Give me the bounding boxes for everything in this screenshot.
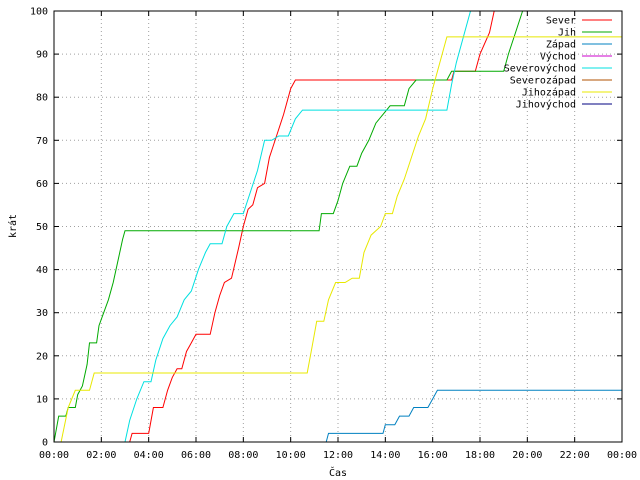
- y-tick-label: 0: [42, 438, 48, 449]
- y-axis-ticks: 0 10 20 30 40 50 60 70 80 90 100: [30, 7, 622, 449]
- legend-label: Sever: [546, 16, 576, 27]
- y-axis-label: krát: [7, 214, 19, 238]
- x-tick-label: 08:00: [228, 450, 258, 461]
- legend-label: Východ: [540, 51, 576, 63]
- legend-label: Severovýchod: [504, 63, 576, 75]
- x-tick-label: 16:00: [418, 450, 448, 461]
- y-tick-label: 50: [36, 222, 48, 233]
- x-tick-label: 06:00: [181, 450, 211, 461]
- x-tick-label: 02:00: [86, 450, 116, 461]
- series-lines: [54, 11, 622, 442]
- y-tick-label: 60: [36, 179, 48, 190]
- x-tick-label: 14:00: [370, 450, 400, 461]
- legend-label: Jih: [558, 28, 576, 39]
- y-tick-label: 80: [36, 93, 48, 104]
- y-tick-label: 30: [36, 308, 48, 319]
- legend-label: Severozápad: [510, 75, 576, 87]
- series-line-jihozapad: [60, 36, 622, 442]
- x-tick-label: 00:00: [39, 450, 69, 461]
- legend-label: Jihovýchod: [516, 99, 576, 111]
- series-line-sever: [129, 11, 495, 442]
- y-tick-label: 70: [36, 136, 48, 147]
- x-tick-label: 12:00: [323, 450, 353, 461]
- x-tick-label: 10:00: [276, 450, 306, 461]
- x-axis-label: Čas: [329, 466, 347, 479]
- series-line-jih: [54, 11, 524, 442]
- x-tick-label: 20:00: [512, 450, 542, 461]
- legend-label: Jihozápad: [522, 87, 576, 99]
- x-tick-label: 04:00: [134, 450, 164, 461]
- y-tick-label: 10: [36, 394, 48, 405]
- x-tick-label: 00:00: [607, 450, 637, 461]
- x-axis-ticks: 00:00 02:00 04:00 06:00 08:00 10:00 12:00 14:00…: [39, 11, 637, 461]
- y-tick-label: 20: [36, 351, 48, 362]
- y-tick-label: 90: [36, 50, 48, 61]
- series-line-severovychod: [124, 11, 471, 442]
- x-tick-label: 18:00: [465, 450, 495, 461]
- series-line-zapad: [325, 389, 622, 442]
- y-tick-label: 100: [30, 7, 48, 18]
- legend-label: Západ: [546, 39, 576, 51]
- grid: [54, 11, 622, 442]
- y-tick-label: 40: [36, 265, 48, 276]
- x-tick-label: 22:00: [560, 450, 590, 461]
- legend: SeverJihZápadVýchodSeverovýchodSeverozáp…: [504, 16, 612, 111]
